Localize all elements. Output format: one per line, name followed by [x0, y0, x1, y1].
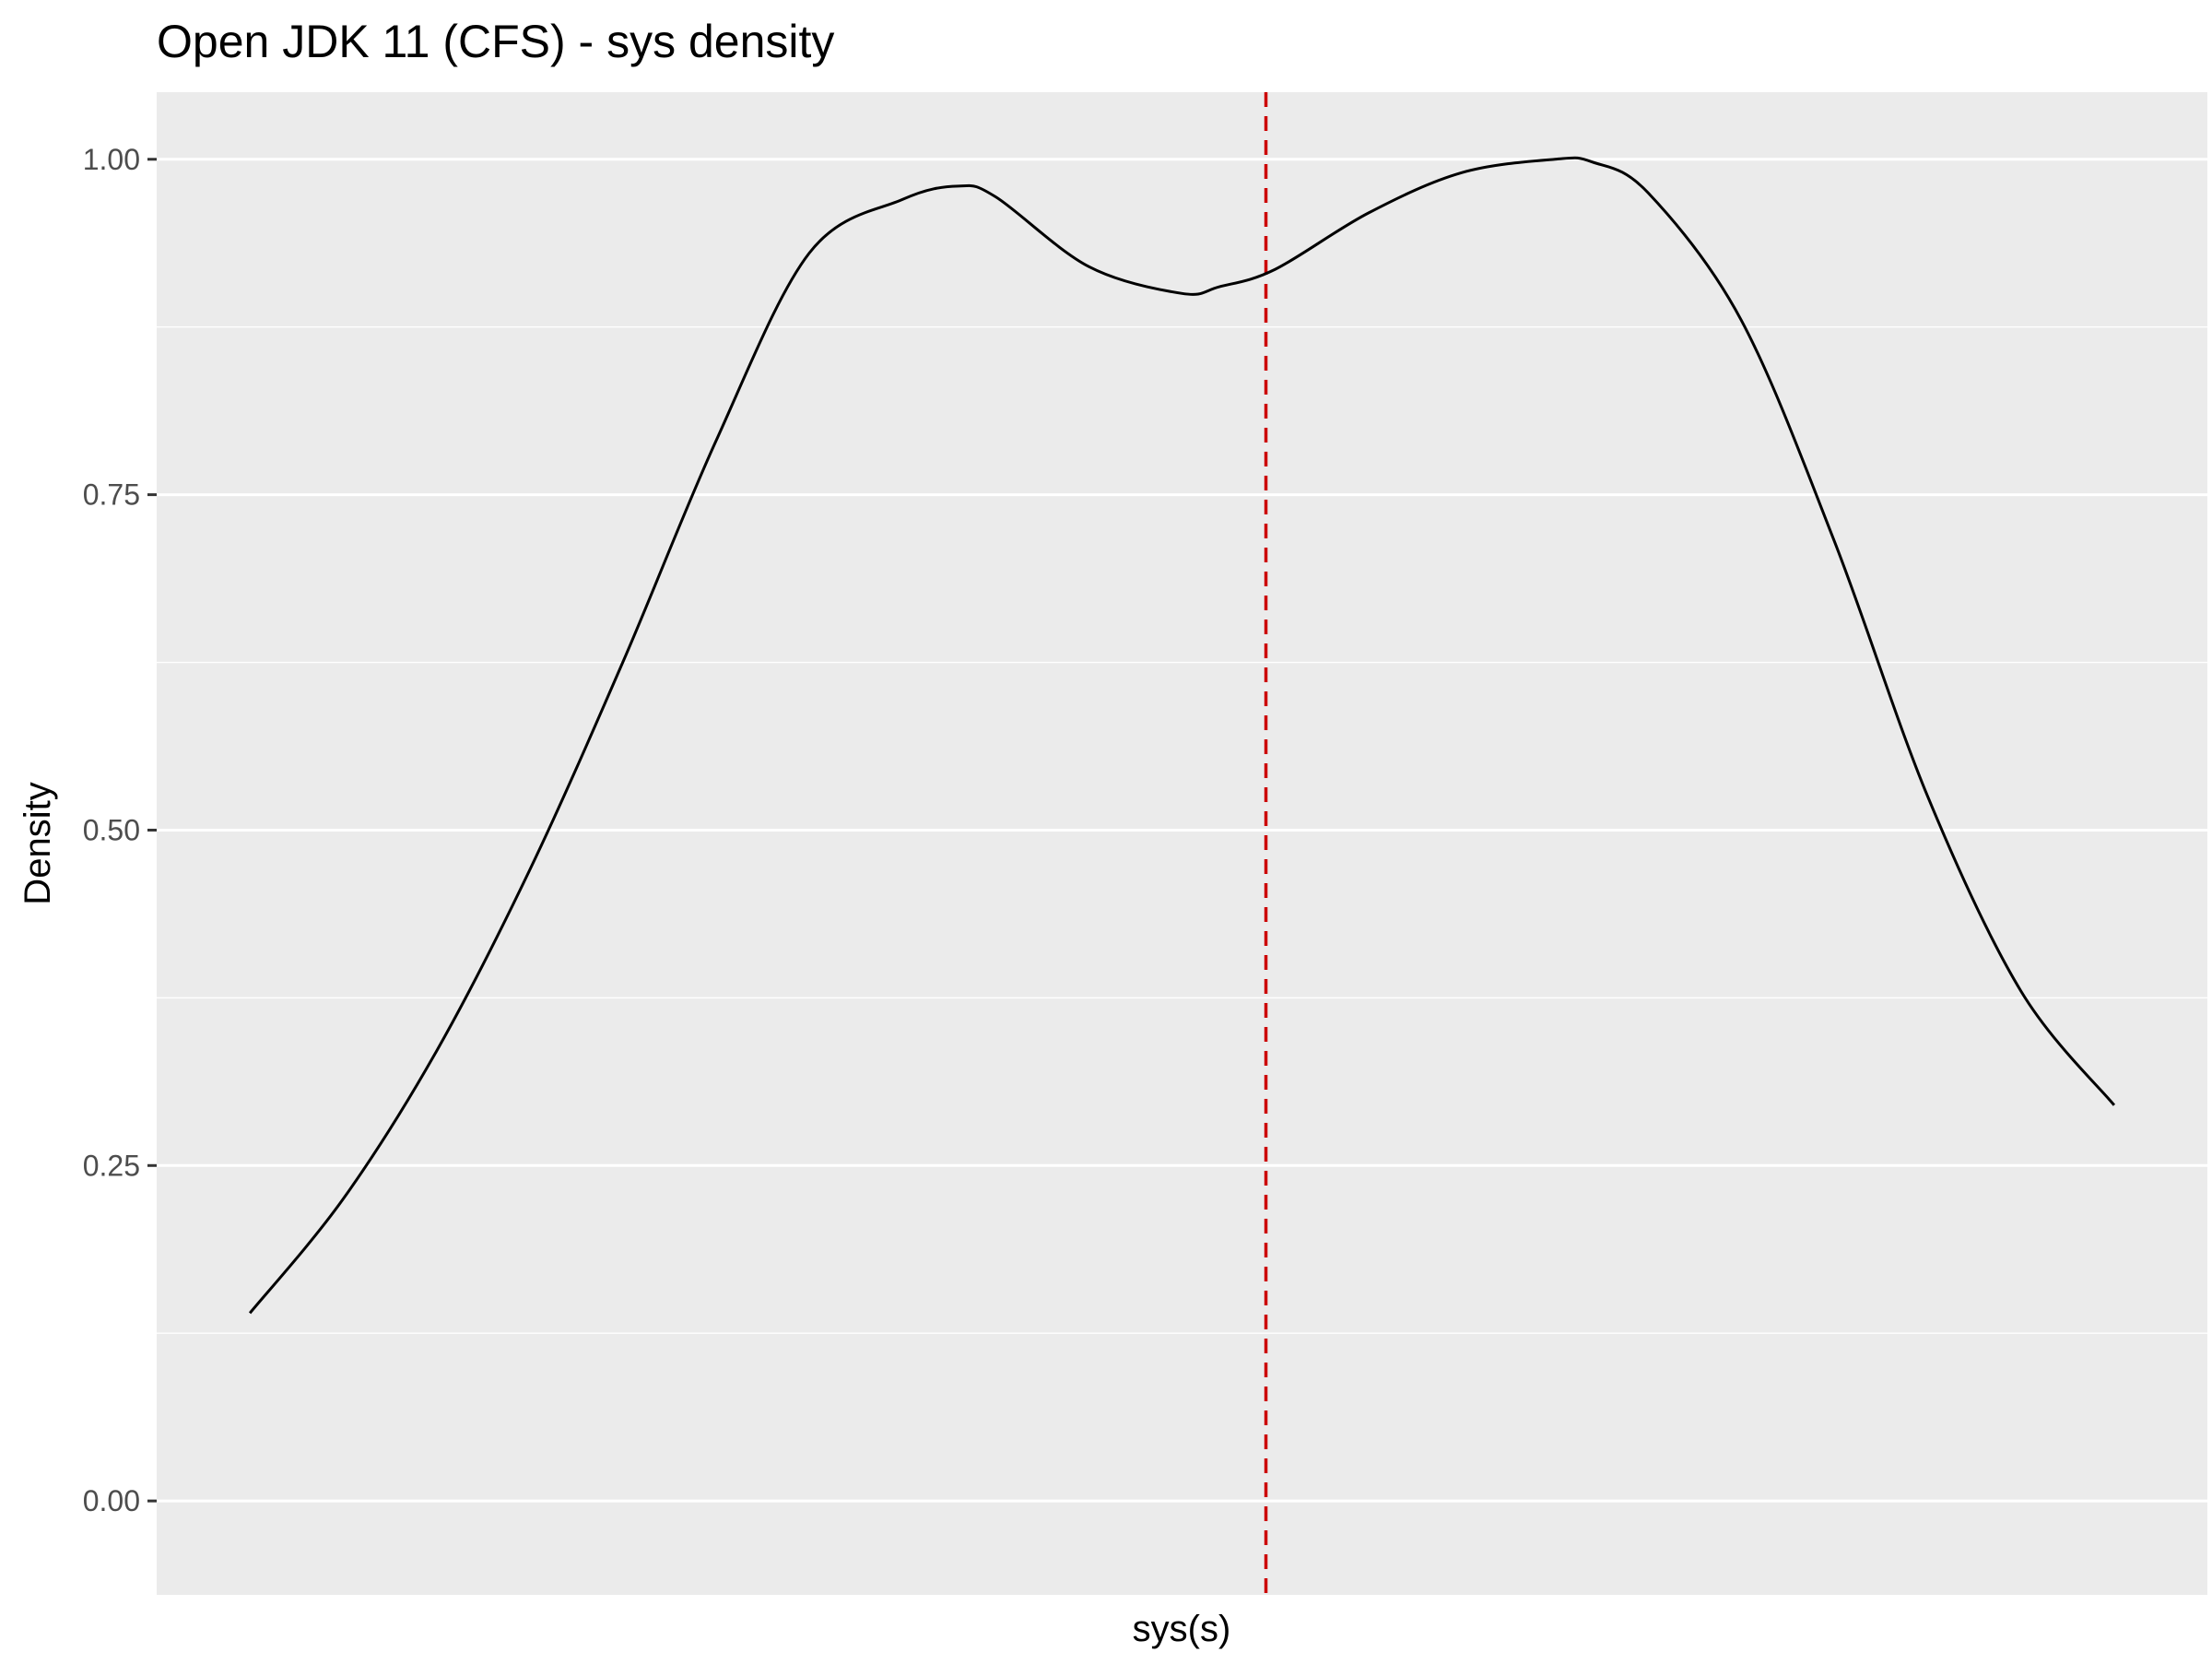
y-axis: 0.00 0.25 0.50 0.75 1.00 — [83, 143, 157, 1517]
major-gridlines — [157, 158, 2207, 1503]
plot-panel — [157, 92, 2207, 1595]
y-axis-title: Density — [18, 782, 58, 904]
y-tick-label: 1.00 — [83, 143, 140, 176]
density-line — [248, 156, 2116, 1315]
minor-gridlines — [157, 325, 2207, 1334]
y-tick-label: 0.50 — [83, 813, 140, 846]
y-tick-label: 0.00 — [83, 1484, 140, 1517]
y-tick-label: 0.25 — [83, 1149, 140, 1182]
chart-title: Open JDK 11 (CFS) - sys density — [157, 16, 834, 67]
series-layer — [248, 156, 2116, 1315]
y-tick-label: 0.75 — [83, 478, 140, 512]
x-axis-title: sys(s) — [1133, 1609, 1231, 1649]
